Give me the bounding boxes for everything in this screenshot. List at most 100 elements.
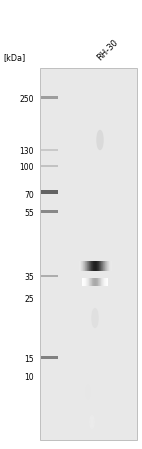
Text: 15: 15 [24, 356, 34, 365]
Bar [95, 261, 96, 271]
Bar [96, 261, 97, 271]
Text: 250: 250 [19, 96, 34, 105]
Bar [97, 261, 98, 271]
Bar [86, 261, 87, 271]
Bar [83, 278, 84, 286]
Bar [95, 278, 96, 286]
Bar [107, 261, 108, 271]
Bar [41, 149, 58, 151]
Bar [92, 261, 93, 271]
Bar [89, 278, 90, 286]
Bar [81, 261, 82, 271]
Bar [101, 261, 102, 271]
Bar [91, 261, 92, 271]
Bar [93, 278, 94, 286]
Bar [101, 261, 102, 271]
Bar [103, 261, 104, 271]
Bar [82, 261, 83, 271]
Bar [104, 261, 105, 271]
Bar [92, 278, 93, 286]
Bar [41, 190, 58, 194]
Bar [86, 278, 87, 286]
Bar [84, 278, 85, 286]
Bar [98, 261, 99, 271]
Bar [80, 261, 81, 271]
Bar [106, 261, 107, 271]
Bar [109, 261, 110, 271]
Bar [100, 261, 101, 271]
Bar [88, 261, 89, 271]
Bar [106, 261, 107, 271]
Bar [90, 261, 91, 271]
Bar [86, 261, 87, 271]
Bar [99, 278, 100, 286]
Bar [90, 261, 91, 271]
Bar [93, 261, 94, 271]
Text: 55: 55 [24, 210, 34, 219]
Bar [106, 278, 107, 286]
Bar [88, 261, 89, 271]
Bar [108, 261, 109, 271]
Circle shape [86, 386, 90, 398]
Bar [81, 261, 82, 271]
Bar [87, 278, 88, 286]
Bar [110, 261, 111, 271]
Bar [40, 68, 137, 440]
Bar [95, 278, 96, 286]
Bar [105, 278, 106, 286]
Bar [95, 261, 96, 271]
Bar [41, 165, 58, 167]
Text: 100: 100 [19, 163, 34, 172]
Bar [101, 261, 102, 271]
Bar [89, 278, 90, 286]
Bar [102, 261, 103, 271]
Text: RH-30: RH-30 [95, 37, 120, 62]
Bar [94, 278, 95, 286]
Bar [41, 275, 58, 277]
Bar [103, 261, 104, 271]
Bar [92, 261, 93, 271]
Bar [109, 261, 110, 271]
Bar [41, 356, 58, 359]
Bar [99, 261, 100, 271]
Bar [80, 261, 81, 271]
Bar [95, 261, 96, 271]
Bar [97, 261, 98, 271]
Text: 10: 10 [24, 374, 34, 383]
Circle shape [97, 131, 103, 150]
Bar [98, 261, 99, 271]
Bar [98, 278, 99, 286]
Bar [89, 261, 90, 271]
Bar [41, 210, 58, 213]
Bar [83, 261, 84, 271]
Bar [99, 261, 100, 271]
Bar [104, 278, 105, 286]
Bar [90, 278, 91, 286]
Bar [104, 261, 105, 271]
Bar [101, 278, 102, 286]
Bar [107, 261, 108, 271]
Bar [101, 278, 102, 286]
Bar [86, 278, 87, 286]
Text: 130: 130 [19, 148, 34, 157]
Bar [105, 261, 106, 271]
Bar [102, 261, 103, 271]
Bar [98, 278, 99, 286]
Bar [91, 261, 92, 271]
Bar [85, 261, 86, 271]
Bar [103, 278, 104, 286]
Bar [88, 278, 89, 286]
Bar [107, 278, 108, 286]
Bar [103, 261, 104, 271]
Bar [84, 278, 85, 286]
Bar [104, 278, 105, 286]
Bar [83, 261, 84, 271]
Text: [kDa]: [kDa] [3, 53, 25, 62]
Bar [105, 261, 106, 271]
Bar [100, 261, 101, 271]
Bar [97, 278, 98, 286]
Bar [102, 278, 103, 286]
Text: 25: 25 [24, 295, 34, 304]
Bar [102, 278, 103, 286]
Bar [85, 278, 86, 286]
